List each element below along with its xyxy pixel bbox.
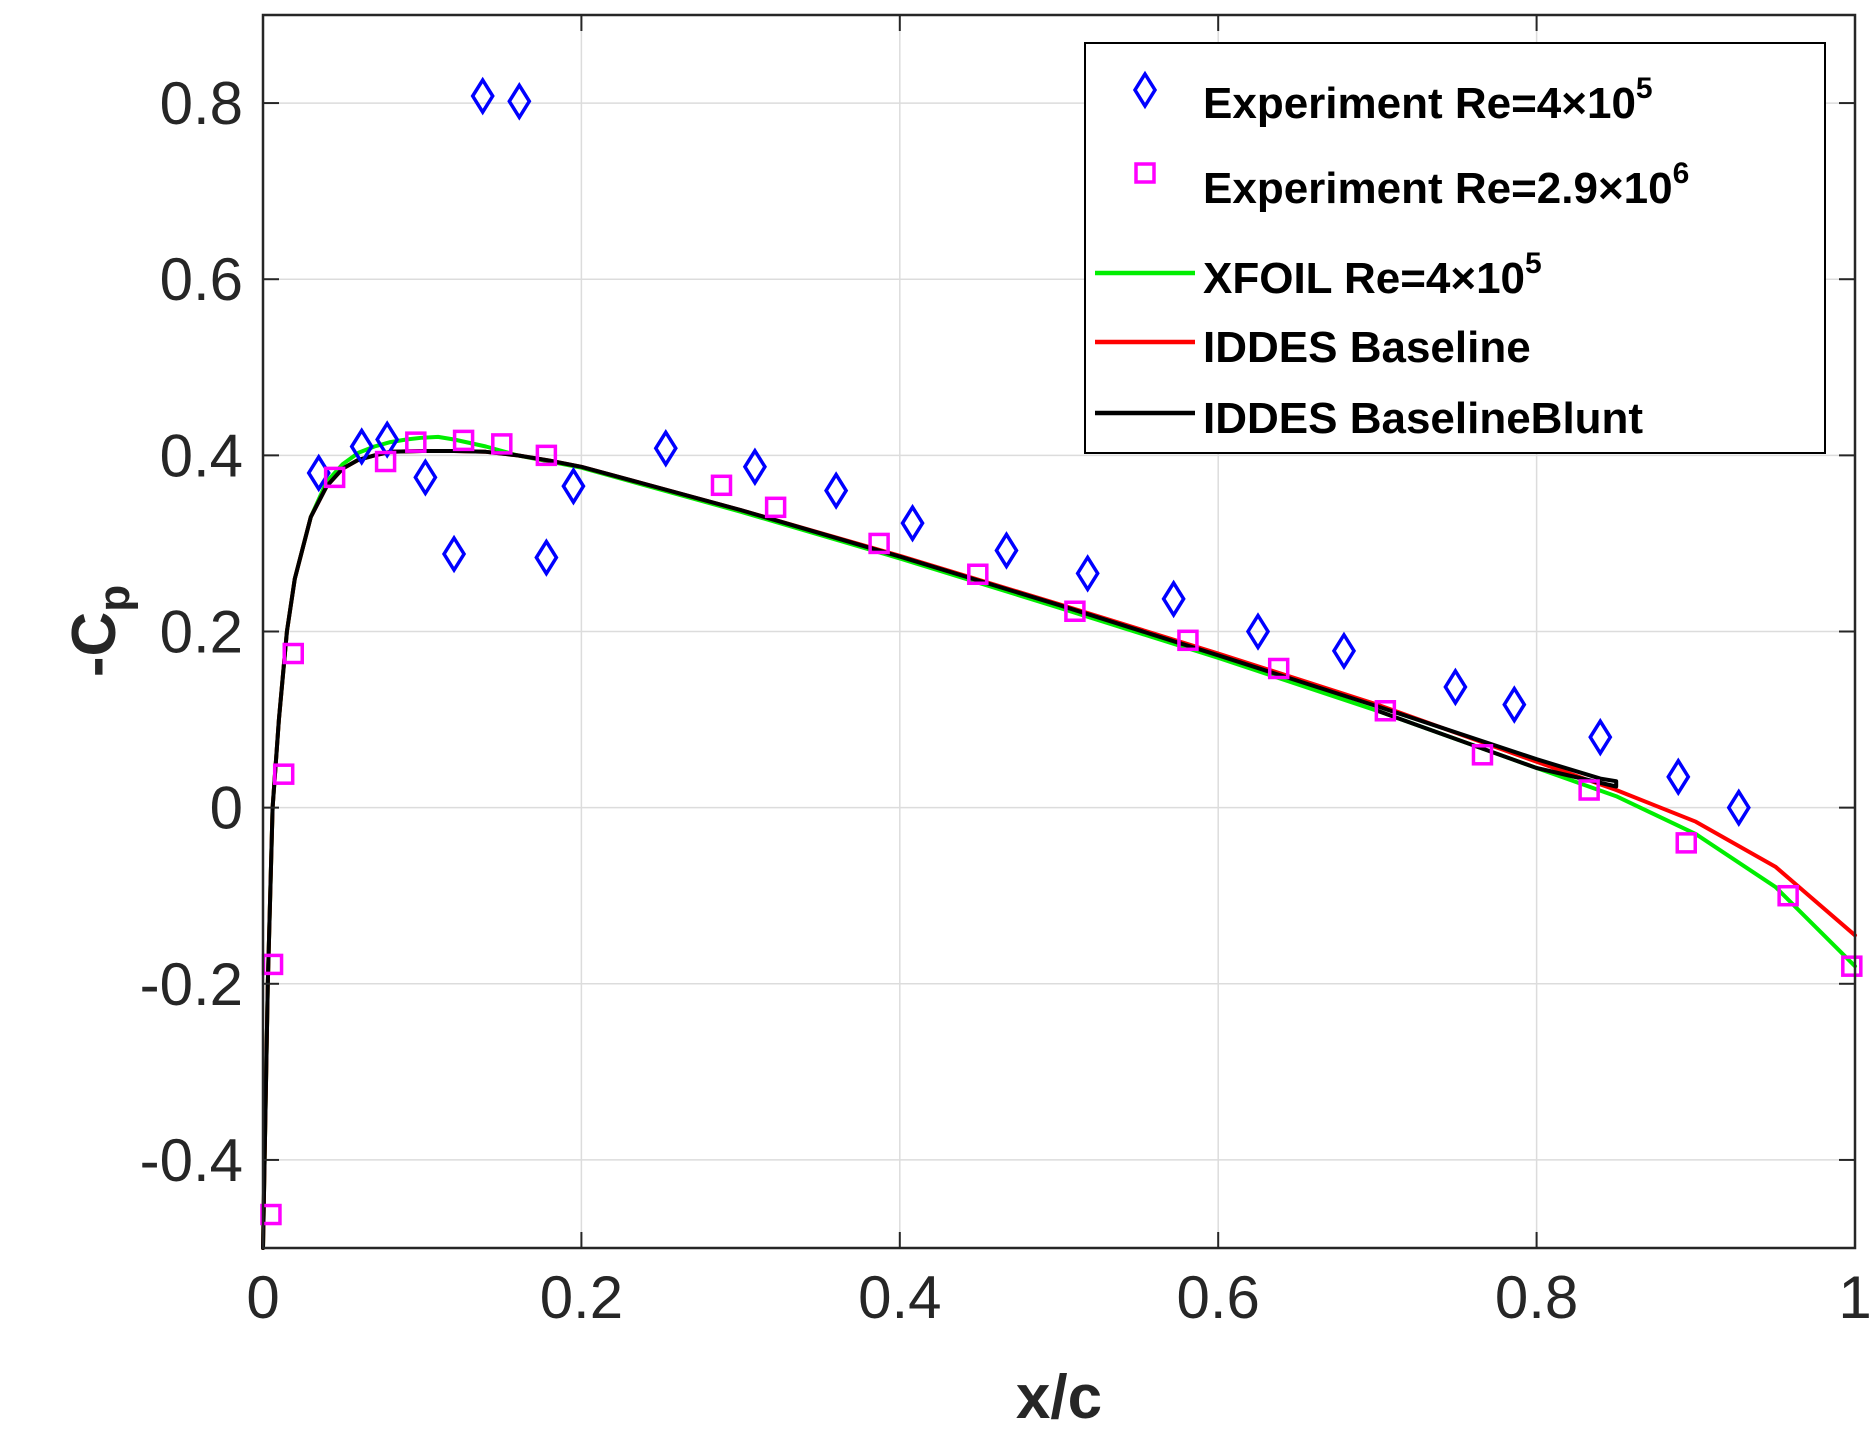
data-point-experiment-re-4-10-5 (1588, 717, 1613, 757)
data-point-experiment-re-4-10-5 (1726, 788, 1751, 827)
grid (263, 15, 1855, 1248)
y-tick-label: 0.4 (160, 422, 243, 489)
y-axis-label-main: -C (60, 612, 129, 677)
legend-swatch-experiment-re-4-10-5 (1132, 70, 1158, 110)
legend-label-main: XFOIL Re=4×10 (1203, 254, 1525, 303)
y-tick-label: -0.2 (140, 951, 243, 1018)
data-point-experiment-re-4-10-5 (824, 471, 849, 510)
x-tick-label: 0.6 (1176, 1264, 1259, 1331)
data-point-experiment-re-4-10-5 (900, 503, 925, 543)
data-point-experiment-re-4-10-5 (534, 538, 559, 577)
y-tick-label: 0 (210, 775, 243, 842)
legend-label-experiment-re-4-10-5: Experiment Re=4×105 (1203, 72, 1653, 128)
data-point-experiment-re-4-10-5 (1245, 612, 1271, 651)
y-tick-label: 0.6 (160, 246, 243, 313)
data-point-experiment-re-2-9-10-6 (323, 466, 346, 489)
y-tick-label: 0.8 (160, 70, 243, 137)
x-tick-label: 0.8 (1495, 1264, 1578, 1331)
data-point-experiment-re-4-10-5 (470, 76, 495, 116)
legend-label-main: IDDES BaselineBlunt (1203, 394, 1643, 443)
data-point-experiment-re-4-10-5 (1331, 631, 1357, 671)
x-tick-label: 0.4 (858, 1264, 941, 1331)
data-point-experiment-re-2-9-10-6 (452, 429, 475, 452)
data-point-experiment-re-2-9-10-6 (1578, 779, 1600, 801)
data-point-experiment-re-2-9-10-6 (1177, 629, 1199, 652)
data-point-experiment-re-4-10-5 (653, 429, 678, 468)
x-tick-label: 0.2 (540, 1264, 623, 1331)
data-point-experiment-re-4-10-5 (413, 458, 438, 497)
series-line-iddes-baselineblunt (261, 449, 1619, 1250)
data-point-experiment-re-4-10-5 (1075, 554, 1100, 593)
legend-box (1084, 42, 1826, 454)
data-point-experiment-re-4-10-5 (375, 420, 400, 459)
data-point-experiment-re-2-9-10-6 (282, 642, 304, 665)
x-tick-label: 1 (1838, 1264, 1871, 1331)
y-axis-label-sub: p (90, 585, 139, 612)
data-point-experiment-re-2-9-10-6 (967, 563, 989, 586)
data-point-experiment-re-2-9-10-6 (1374, 700, 1397, 722)
data-point-experiment-re-2-9-10-6 (1675, 832, 1697, 854)
data-point-experiment-re-2-9-10-6 (272, 763, 295, 785)
data-point-experiment-re-2-9-10-6 (1471, 744, 1494, 766)
data-point-experiment-re-4-10-5 (1666, 757, 1691, 797)
legend-label-main: Experiment Re=4×10 (1203, 79, 1636, 128)
legend-label-xfoil-re-4-10-5: XFOIL Re=4×105 (1203, 247, 1542, 303)
x-tick-label: 0 (246, 1264, 279, 1331)
data-point-experiment-re-4-10-5 (1161, 579, 1186, 619)
legend-label-superscript: 5 (1525, 247, 1542, 280)
data-point-experiment-re-2-9-10-6 (535, 444, 558, 467)
data-point-experiment-re-2-9-10-6 (868, 532, 890, 555)
y-axis-label: -Cp (60, 585, 139, 677)
marker-series-layer (260, 76, 1863, 1226)
legend-label-superscript: 6 (1673, 157, 1690, 190)
data-point-experiment-re-2-9-10-6 (1267, 657, 1290, 680)
data-point-experiment-re-4-10-5 (441, 534, 467, 574)
legend-label-superscript: 5 (1636, 72, 1653, 105)
data-point-experiment-re-2-9-10-6 (491, 433, 513, 455)
data-point-experiment-re-4-10-5 (994, 531, 1019, 570)
y-tick-label: 0.2 (160, 599, 243, 666)
x-axis-label: x/c (1016, 1363, 1102, 1430)
data-point-experiment-re-2-9-10-6 (405, 431, 427, 453)
data-point-experiment-re-4-10-5 (561, 466, 586, 506)
data-point-experiment-re-4-10-5 (349, 427, 374, 466)
data-point-experiment-re-4-10-5 (507, 82, 532, 121)
data-point-experiment-re-2-9-10-6 (374, 450, 397, 473)
data-point-experiment-re-2-9-10-6 (1777, 884, 1799, 907)
data-point-experiment-re-2-9-10-6 (1064, 600, 1086, 622)
data-point-experiment-re-2-9-10-6 (764, 496, 787, 519)
legend-label-iddes-baselineblunt: IDDES BaselineBlunt (1203, 394, 1643, 443)
data-point-experiment-re-2-9-10-6 (710, 474, 733, 497)
legend-label-main: Experiment Re=2.9×10 (1203, 164, 1673, 213)
legend-label-experiment-re-2-9-10-6: Experiment Re=2.9×106 (1203, 157, 1689, 213)
data-point-experiment-re-4-10-5 (742, 447, 767, 487)
y-axis-label-text: -Cp (60, 585, 139, 677)
tick-labels: 0 0.2 0.4 0.6 0.8 1 -0.4 -0.2 0 0.2 0.4 0.6 0.8 (140, 15, 1872, 1331)
data-point-experiment-re-4-10-5 (1502, 685, 1527, 724)
data-point-experiment-re-4-10-5 (1443, 667, 1468, 707)
y-tick-label: -0.4 (140, 1127, 243, 1194)
data-point-experiment-re-2-9-10-6 (1841, 955, 1863, 977)
legend-label-iddes-baseline: IDDES Baseline (1203, 323, 1531, 372)
legend-label-main: IDDES Baseline (1203, 323, 1531, 372)
legend-swatch-experiment-re-2-9-10-6 (1134, 162, 1156, 184)
line-series-layer (261, 434, 1857, 1250)
